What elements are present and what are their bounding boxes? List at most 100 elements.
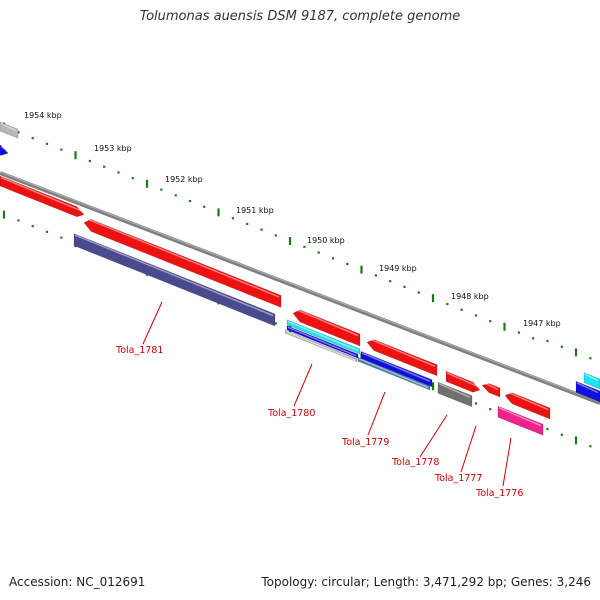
gene-tola-1780-blue-highlight <box>287 326 357 357</box>
gene-red-3 <box>366 339 438 377</box>
backbone-highlight <box>0 171 600 403</box>
outer-minor-tick <box>317 251 320 254</box>
outer-minor-tick <box>346 262 349 266</box>
gene-tola-1780-gray-highlight <box>285 330 356 361</box>
leader-tola-1776 <box>502 437 512 487</box>
outer-minor-tick <box>489 320 492 323</box>
scale-label-1951: 1951 kbp <box>236 206 274 215</box>
outer-minor-tick <box>60 148 63 151</box>
gene-partial-blue-right <box>575 380 600 403</box>
label-leader-lines <box>142 301 512 487</box>
outer-minor-tick <box>417 291 420 294</box>
outer-minor-tick <box>103 165 106 168</box>
outer-minor-tick <box>246 222 249 226</box>
outer-minor-tick <box>331 257 335 260</box>
gene-labels: Tola_1781 Tola_1780 Tola_1779 Tola_1778 … <box>115 345 523 499</box>
scale-label-1954: 1954 kbp <box>24 111 62 120</box>
gene-tola-1779-blue-highlight <box>361 352 431 382</box>
gene-red-6-highlight <box>505 390 549 411</box>
accession-text: Accession: NC_012691 <box>9 575 146 589</box>
outer-minor-tick <box>560 345 563 348</box>
gene-label-tola-1777: Tola_1777 <box>434 473 482 484</box>
outer-minor-tick <box>474 314 478 317</box>
leader-tola-1778 <box>419 414 448 458</box>
backbone-line <box>0 171 600 405</box>
outer-minor-tick <box>88 159 91 163</box>
gene-label-tola-1780: Tola_1780 <box>267 408 315 419</box>
outer-minor-tick <box>389 280 392 283</box>
outer-minor-tick <box>117 171 120 174</box>
gene-label-tola-1776: Tola_1776 <box>475 488 523 499</box>
outer-minor-tick <box>160 188 163 191</box>
scale-label-1949: 1949 kbp <box>379 264 417 273</box>
map-title: Tolumonas auensis DSM 9187, complete gen… <box>139 9 461 24</box>
scale-label-1953: 1953 kbp <box>94 144 132 153</box>
outer-minor-tick <box>274 234 277 237</box>
outer-minor-tick <box>131 177 134 180</box>
scale-label-1948: 1948 kbp <box>451 292 489 301</box>
gene-red-6 <box>504 392 551 420</box>
gene-tola-1779-steel <box>357 356 431 391</box>
outer-minor-tick <box>403 285 406 288</box>
leader-tola-1780 <box>293 363 313 407</box>
inner-minor-tick <box>274 322 277 325</box>
outer-minor-tick <box>231 217 234 220</box>
gene-tola-1778 <box>437 381 473 408</box>
gene-partial-red <box>0 175 85 218</box>
gene-red-3-highlight <box>367 337 436 367</box>
gene-red-4 <box>445 370 481 393</box>
gene-red-5-highlight <box>482 381 499 391</box>
inner-minor-tick <box>589 445 592 448</box>
gene-tola-1781 <box>73 233 276 327</box>
inner-minor-tick <box>31 225 34 228</box>
gene-partial-blue-highlight <box>0 145 7 151</box>
inner-minor-tick <box>489 408 492 411</box>
outer-minor-tick <box>374 274 377 277</box>
gene-tola-1781-highlight <box>74 234 274 317</box>
gene-tola-1780-gray <box>284 329 358 363</box>
outer-minor-tick <box>260 228 263 231</box>
genome-backbone <box>0 171 600 405</box>
outer-minor-tick <box>188 199 192 203</box>
gene-tola-1778-highlight <box>438 383 471 398</box>
outer-minor-tick <box>31 137 34 140</box>
gene-tola-1776 <box>497 405 544 436</box>
scale-labels: 1954 kbp 1953 kbp 1952 kbp 1951 kbp 1950… <box>24 111 561 328</box>
outer-minor-tick <box>517 331 520 334</box>
gene-tola-1779-blue <box>360 350 433 388</box>
genome-summary-text: Topology: circular; Length: 3,471,292 bp… <box>261 575 591 589</box>
gene-red-large <box>83 219 282 308</box>
gene-tola-1780-cyan <box>286 319 361 355</box>
gene-tola-1779-steel-highlight <box>358 358 429 389</box>
scale-label-1947: 1947 kbp <box>523 319 561 328</box>
scale-label-1950: 1950 kbp <box>307 236 345 245</box>
gene-partial-cyan <box>583 372 600 390</box>
gene-partial-red-highlight <box>0 176 83 212</box>
leader-tola-1781 <box>142 301 163 345</box>
outer-minor-tick <box>546 339 549 343</box>
outer-minor-tick <box>460 308 463 311</box>
gene-red-4-highlight <box>446 372 479 388</box>
outer-minor-tick <box>589 357 592 360</box>
outer-minor-tick <box>303 245 306 248</box>
gene-partial-gray-highlight <box>0 122 17 132</box>
inner-minor-tick <box>17 219 20 222</box>
inner-minor-tick <box>60 236 63 239</box>
outer-minor-tick <box>174 194 177 197</box>
gene-label-tola-1781: Tola_1781 <box>115 345 163 356</box>
gene-track <box>0 121 600 436</box>
gene-label-tola-1778: Tola_1778 <box>391 457 439 468</box>
outer-minor-tick <box>532 337 535 340</box>
gene-tola-1780-cyan-highlight <box>287 320 359 352</box>
outer-minor-tick <box>446 302 449 306</box>
inner-minor-tick <box>546 427 549 431</box>
gene-red-2-highlight <box>293 308 359 337</box>
gene-partial-blue-right-highlight <box>576 382 599 394</box>
gene-partial-cyan-highlight <box>584 373 599 382</box>
inner-minor-tick <box>560 433 563 436</box>
gene-red-5 <box>481 383 501 398</box>
gene-partial-gray <box>0 121 19 139</box>
inner-minor-tick <box>45 230 49 233</box>
outer-minor-tick <box>17 131 20 134</box>
